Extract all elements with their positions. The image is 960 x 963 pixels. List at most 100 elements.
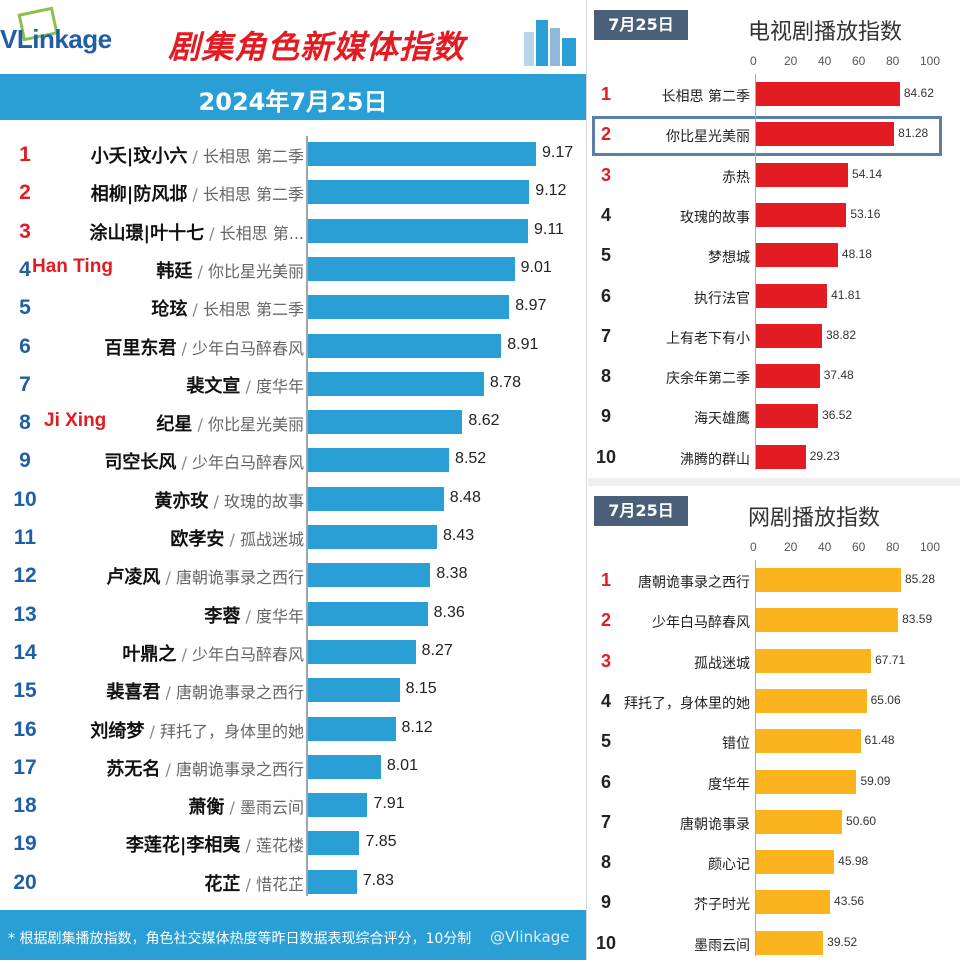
table-row: 5 错位 61.48	[588, 721, 960, 761]
role-name: 涂山璟|叶十七	[89, 222, 205, 244]
table-row: 20 花芷 / 惜花芷 7.83	[0, 863, 586, 901]
bar-value: 84.62	[903, 86, 934, 100]
row-label: 百里东君 / 少年白马醉春风	[104, 334, 304, 360]
bar-value: 8.91	[507, 335, 539, 353]
date-banner: 2024年7月25日	[0, 74, 586, 120]
bar	[756, 444, 806, 469]
rank-number: 3	[600, 650, 611, 671]
rank-number: 1	[600, 570, 611, 590]
rank-number: 8	[600, 852, 611, 873]
drama-name: 少年白马醉春风	[191, 644, 304, 664]
separator: /	[240, 836, 256, 856]
role-name: 苏无名	[106, 758, 161, 780]
separator: /	[176, 453, 192, 473]
x-tick-label: 100	[920, 54, 941, 68]
bar-value: 85.28	[904, 572, 935, 586]
role-name: 司空长风	[104, 452, 177, 474]
table-row: 2 你比星光美丽 81.28	[588, 114, 960, 157]
bar	[308, 563, 431, 588]
separator: /	[224, 530, 240, 549]
row-label: 李蓉 / 度华年	[204, 602, 304, 628]
bar	[756, 568, 901, 592]
role-name: 百里东君	[104, 337, 177, 359]
bar-value: 8.52	[455, 450, 487, 468]
tv-index-panel: 7月25日 电视剧播放指数 0 20 40 60 80 100 1 长相思 第二季 84.62…	[588, 0, 960, 478]
rank-number: 4	[19, 257, 31, 281]
rank-number: 9	[600, 892, 611, 913]
table-row: 13 李蓉 / 度华年 8.36	[0, 595, 586, 633]
category-label: 颜心记	[708, 857, 750, 874]
bar	[308, 754, 381, 779]
bar-value: 45.98	[838, 854, 869, 869]
bar	[308, 831, 360, 856]
table-row: 4 拜托了，身体里的她 65.06	[588, 681, 960, 721]
bar-value: 8.48	[449, 488, 481, 506]
role-name: 裴文宣	[186, 375, 241, 397]
bar-value: 8.36	[433, 603, 465, 621]
bar	[756, 890, 831, 915]
table-row: 1 小夭|玟小六 / 长相思 第二季 9.17	[0, 135, 586, 173]
rank-number: 4	[600, 204, 611, 225]
rank-number: 3	[19, 219, 31, 243]
row-label: 韩廷 / 你比星光美丽	[156, 257, 304, 283]
table-row: 4 玫瑰的故事 53.16	[588, 195, 960, 235]
tv-date-tag: 7月25日	[594, 10, 688, 40]
role-name: 叶鼎之	[122, 643, 177, 665]
row-label: 花芷 / 惜花芷	[204, 870, 304, 896]
bar	[308, 869, 357, 894]
category-label: 芥子时光	[694, 897, 750, 914]
rank-number: 2	[600, 124, 611, 145]
separator: /	[187, 185, 203, 205]
drama-name: 长相思 第二季	[202, 300, 304, 320]
rank-number: 1	[19, 143, 31, 166]
role-name: 刘绮梦	[90, 720, 145, 742]
category-label: 拜托了，身体里的她	[624, 695, 750, 712]
bar	[308, 448, 450, 473]
row-label: 涂山璟|叶十七 / 长相思 第...	[90, 219, 305, 245]
bar-value: 8.15	[405, 680, 437, 698]
panel-divider	[588, 478, 960, 486]
bar-value: 61.48	[864, 733, 895, 748]
rank-number: 11	[13, 526, 37, 549]
bar-value: 83.59	[902, 612, 933, 627]
bar	[308, 410, 463, 435]
separator: /	[192, 415, 208, 435]
web-index-panel: 7月25日 网剧播放指数 0 20 40 60 80 100 1 唐朝诡事录之西行 85.28…	[588, 486, 960, 960]
bar	[756, 243, 838, 268]
bar-value: 8.01	[386, 756, 418, 774]
bar	[308, 639, 416, 664]
drama-name: 玫瑰的故事	[223, 491, 304, 511]
drama-name: 少年白马醉春风	[191, 338, 304, 358]
row-label: 相柳|防风邶 / 长相思 第二季	[91, 180, 304, 206]
date-banner-text: 2024年7月25日	[198, 88, 388, 116]
drama-name: 度华年	[255, 376, 304, 396]
rank-number: 9	[19, 449, 31, 473]
bar-value: 41.81	[831, 287, 862, 302]
row-label: 裴喜君 / 唐朝诡事录之西行	[106, 678, 304, 704]
row-label: 卢凌风 / 唐朝诡事录之西行	[106, 563, 304, 589]
rank-number: 7	[19, 372, 31, 396]
rank-number: 18	[13, 794, 37, 818]
table-row: 17 苏无名 / 唐朝诡事录之西行 8.01	[0, 748, 586, 786]
table-row: 3 赤热 54.14	[588, 155, 960, 195]
separator: /	[240, 376, 256, 396]
bar-value: 8.12	[401, 718, 433, 736]
row-label: 欧孝安 / 孤战迷城	[170, 525, 304, 551]
table-row: 14 叶鼎之 / 少年白马醉春风 8.27	[0, 633, 586, 671]
highlight-box	[592, 116, 942, 157]
table-row: 16 刘绮梦 / 拜托了，身体里的她 8.12	[0, 710, 586, 748]
rank-number: 16	[13, 717, 37, 741]
row-label: 李莲花|李相夷 / 莲花楼	[126, 831, 304, 857]
role-name: 萧衡	[188, 797, 225, 819]
drama-name: 孤战迷城	[239, 530, 304, 549]
row-label: 玱玹 / 长相思 第二季	[151, 295, 304, 321]
table-row: 9 司空长风 / 少年白马醉春风 8.52	[0, 441, 586, 479]
category-label: 你比星光美丽	[666, 129, 750, 146]
bar	[756, 283, 828, 308]
category-label: 墨雨云间	[694, 937, 750, 954]
table-row: 8 庆余年第二季 37.48	[588, 356, 960, 396]
table-row: 8 颜心记 45.98	[588, 842, 960, 882]
bar	[756, 608, 899, 633]
rank-number: 10	[13, 487, 37, 511]
bar	[308, 793, 368, 818]
